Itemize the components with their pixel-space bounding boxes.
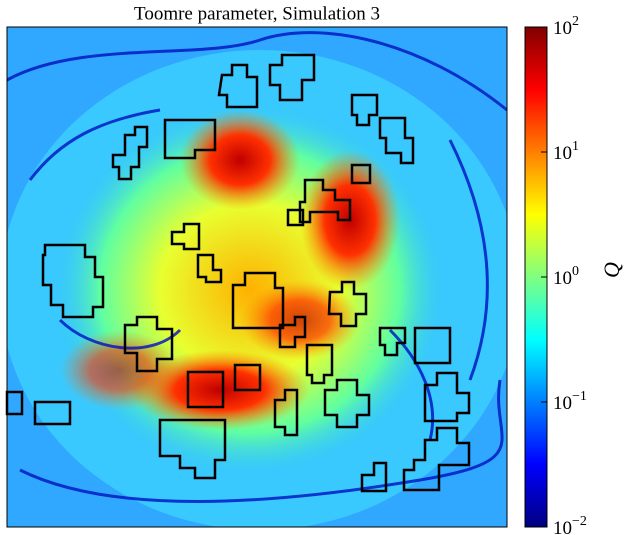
field-image <box>7 27 507 527</box>
colorbar-tick-label: 10−2 <box>553 514 587 535</box>
colorbar-tick-label: 101 <box>553 139 579 164</box>
colorbar-label: Q <box>599 262 624 278</box>
image-frame <box>6 26 508 528</box>
chart-title: Toomre parameter, Simulation 3 <box>134 3 380 24</box>
colorbar-tick-label: 10−1 <box>553 389 587 414</box>
colorbar-tick-label: 100 <box>553 264 579 289</box>
colorbar-tick-label: 102 <box>553 14 579 39</box>
